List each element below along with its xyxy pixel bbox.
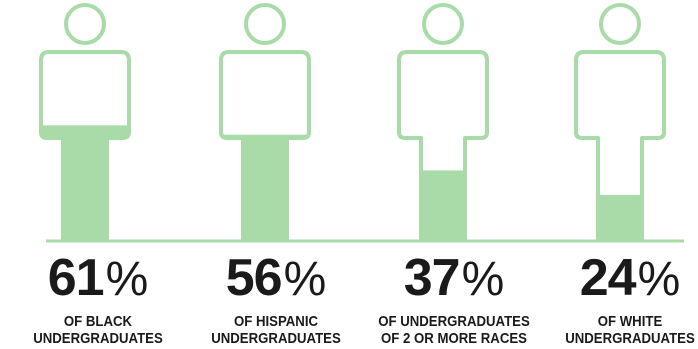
label-line-2: OF 2 OR MORE RACES: [381, 330, 527, 347]
person-head-icon: [422, 3, 464, 45]
percent-sign: %: [105, 253, 149, 306]
percent-sign: %: [461, 253, 505, 306]
fill-bar-2: [221, 134, 309, 240]
percent-value: 61: [47, 249, 105, 307]
fill-bar-4: [576, 194, 664, 240]
category-label-2: OF HISPANIC UNDERGRADUATES: [199, 313, 354, 347]
person-head-icon: [599, 3, 641, 45]
label-line-2: UNDERGRADUATES: [33, 330, 163, 347]
label-line-1: OF HISPANIC: [233, 313, 319, 330]
percent-sign: %: [637, 253, 681, 306]
label-line-1: OF UNDERGRADUATES: [378, 313, 530, 330]
percent-value: 37: [403, 249, 461, 307]
percent-value: 56: [225, 249, 283, 307]
person-figure-1: [39, 3, 131, 242]
person-figure-2: [219, 3, 311, 242]
person-figure-3: [397, 3, 489, 242]
category-label-4: OF WHITE UNDERGRADUATES: [553, 313, 698, 347]
percent-label-4: 24%: [542, 252, 698, 304]
percent-label-3: 37%: [366, 252, 542, 304]
label-line-2: UNDERGRADUATES: [565, 330, 695, 347]
label-line-2: UNDERGRADUATES: [211, 330, 341, 347]
label-line-1: OF BLACK: [63, 313, 133, 330]
category-label-1: OF BLACK UNDERGRADUATES: [21, 313, 176, 347]
category-label-3: OF UNDERGRADUATES OF 2 OR MORE RACES: [377, 313, 532, 347]
fill-bar-3: [399, 170, 487, 240]
label-line-1: OF WHITE: [597, 313, 663, 330]
percent-sign: %: [283, 253, 327, 306]
person-figure-4: [574, 3, 666, 242]
percent-value: 24: [579, 249, 637, 307]
percent-label-1: 61%: [10, 252, 186, 304]
person-head-icon: [244, 3, 286, 45]
percent-label-2: 56%: [188, 252, 364, 304]
fill-bar-1: [41, 125, 129, 240]
person-head-icon: [64, 3, 106, 45]
